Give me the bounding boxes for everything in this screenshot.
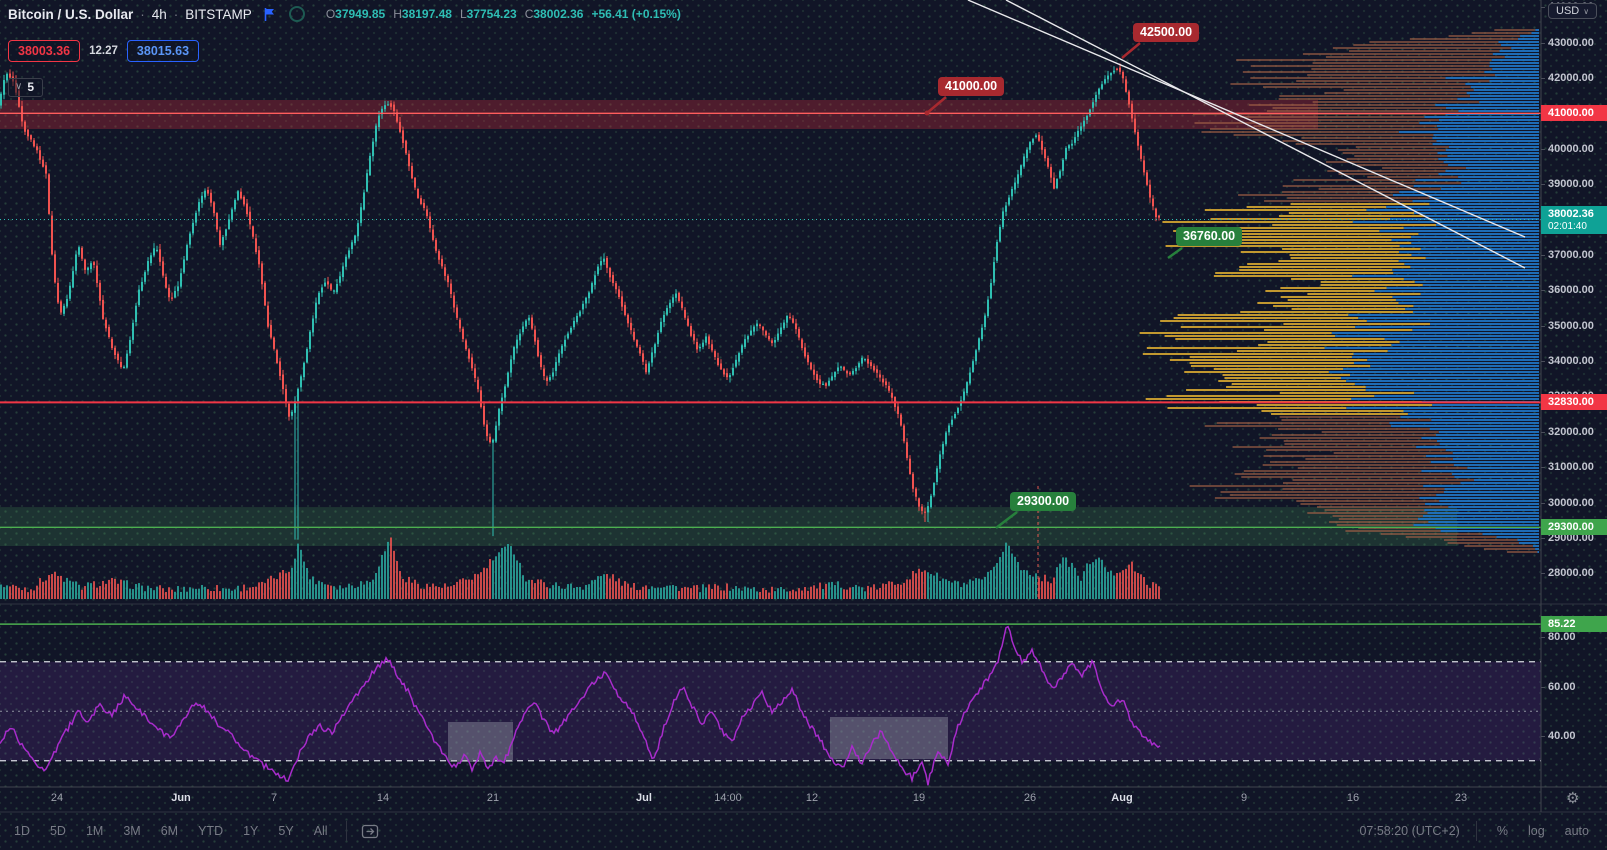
price-axis-label: 43000.00 [1541, 37, 1607, 49]
flag-icon[interactable] [263, 7, 276, 22]
price-axis-label: 30000.00 [1541, 497, 1607, 509]
gear-icon[interactable]: ⚙ [1566, 790, 1580, 807]
price-axis-label: 60.00 [1541, 681, 1607, 693]
indicators-count: 5 [27, 79, 35, 94]
high-label: H [393, 7, 402, 21]
price-axis-highlight-label: 32830.00 [1541, 394, 1607, 410]
price-axis-highlight-label: 29300.00 [1541, 519, 1607, 535]
price-axis-label: 39000.00 [1541, 178, 1607, 190]
time-axis-label: 7 [270, 792, 278, 804]
scale-button-log[interactable]: log [1527, 824, 1545, 838]
price-axis-label: 29000.00 [1541, 532, 1607, 544]
price-callout-42500.00[interactable]: 42500.00 [1133, 23, 1200, 42]
sell-button[interactable]: 38003.36 [8, 40, 81, 62]
time-axis-label: 24 [50, 792, 64, 804]
server-clock[interactable]: 07:58:20 (UTC+2) [1359, 824, 1460, 838]
chevron-down-icon: ∨ [1583, 6, 1590, 16]
price-axis-label: 40.00 [1541, 730, 1607, 742]
quote-panel: 38003.36 12.27 38015.63 [8, 40, 200, 62]
legend-separator: · [140, 6, 145, 22]
range-button-3m[interactable]: 3M [123, 824, 141, 838]
open-value: 37949.85 [335, 7, 386, 21]
red-zone[interactable] [0, 99, 1318, 130]
low-value: 37754.23 [466, 7, 517, 21]
range-button-ytd[interactable]: YTD [198, 824, 224, 838]
range-button-1m[interactable]: 1M [85, 824, 104, 838]
range-button-1d[interactable]: 1D [14, 824, 30, 838]
spread-value: 12.27 [89, 45, 118, 57]
price-axis-label: 80.00 [1541, 631, 1607, 643]
price-callout-36760.00[interactable]: 36760.00 [1176, 227, 1243, 246]
time-axis-label: 23 [1454, 792, 1468, 804]
symbol-legend[interactable]: Bitcoin / U.S. Dollar · 4h · BITSTAMP O3… [8, 6, 681, 22]
toolbar-divider [1475, 821, 1477, 841]
exchange-label: BITSTAMP [185, 6, 252, 22]
close-label: C [524, 7, 534, 21]
symbol-title[interactable]: Bitcoin / U.S. Dollar [8, 6, 134, 22]
range-button-all[interactable]: All [313, 824, 328, 838]
time-axis-label: Aug [1111, 792, 1133, 804]
change-value: +56.41 (+0.15%) [591, 7, 681, 21]
rsi-highlight-box[interactable] [830, 717, 948, 759]
price-axis-label: 36000.00 [1541, 284, 1607, 296]
indicators-collapse-button[interactable]: ∨ 5 [8, 77, 44, 97]
currency-toggle-button[interactable]: USD ∨ [1548, 3, 1598, 19]
time-axis-label: 9 [1240, 792, 1248, 804]
buy-button[interactable]: 38015.63 [126, 40, 200, 62]
price-axis-label: 35000.00 [1541, 320, 1607, 332]
range-button-5d[interactable]: 5D [49, 824, 66, 838]
toolbar-divider [345, 821, 347, 841]
time-axis-label: 12 [805, 792, 819, 804]
time-axis-label: 14:00 [714, 792, 742, 804]
range-button-5y[interactable]: 5Y [278, 824, 294, 838]
chevron-down-icon: ∨ [15, 81, 23, 92]
scale-button-%[interactable]: % [1496, 824, 1508, 838]
high-value: 38197.48 [401, 7, 452, 21]
price-callout-29300.00[interactable]: 29300.00 [1010, 492, 1077, 511]
bottom-toolbar: 1D 5D 1M 3M 6M YTD 1Y 5Y All 07:58:20 (UTC+2) % l… [0, 812, 1607, 850]
trendline-2[interactable] [1005, 0, 1526, 269]
time-axis-label: 26 [1023, 792, 1037, 804]
scale-button-auto[interactable]: auto [1564, 824, 1589, 838]
time-axis-label: 14 [376, 792, 390, 804]
time-axis-label: 16 [1346, 792, 1360, 804]
green-zone[interactable] [0, 507, 1457, 547]
trendline-1[interactable] [967, 0, 1526, 238]
price-axis-highlight-label: 85.22 [1541, 616, 1607, 632]
close-value: 38002.36 [533, 7, 584, 21]
price-axis-highlight-label: 41000.00 [1541, 105, 1607, 121]
ohlc-readout: O37949.85 H38197.48 L37754.23 C38002.36 … [326, 7, 681, 21]
scale-buttons: % log auto [1489, 821, 1597, 841]
price-axis-highlight-label: 38002.36 02:01:40 [1541, 206, 1607, 234]
price-axis-label: 42000.00 [1541, 72, 1607, 84]
range-button-6m[interactable]: 6M [160, 824, 179, 838]
range-button-1y[interactable]: 1Y [243, 824, 259, 838]
price-axis-label: 32000.00 [1541, 426, 1607, 438]
time-axis-label: 19 [912, 792, 926, 804]
price-axis-label: 37000.00 [1541, 249, 1607, 261]
low-label: L [459, 7, 467, 21]
go-to-date-icon[interactable] [361, 823, 380, 840]
time-axis-label: Jul [636, 792, 652, 804]
price-axis-label: 28000.00 [1541, 567, 1607, 579]
interval-label[interactable]: 4h [151, 6, 167, 22]
legend-separator: · [173, 6, 179, 22]
price-axis-label: 31000.00 [1541, 461, 1607, 473]
time-axis[interactable]: ⚙ 24 Jun 7 14 21 Jul 14:00 12 19 26 Aug 9 16 23 [0, 787, 1607, 812]
currency-label: USD [1556, 5, 1580, 17]
rsi-highlight-box[interactable] [448, 722, 513, 762]
price-axis-label: 40000.00 [1541, 143, 1607, 155]
price-axis[interactable]: USD ∨ 44000.0043000.0042000.0040000.0039… [1541, 0, 1607, 812]
price-callout-41000.00[interactable]: 41000.00 [938, 77, 1005, 96]
time-axis-label: Jun [171, 792, 191, 804]
market-status-icon[interactable] [288, 6, 305, 22]
rsi-line[interactable] [0, 625, 1161, 786]
price-axis-label: 34000.00 [1541, 355, 1607, 367]
open-label: O [325, 7, 336, 21]
date-range-buttons: 1D 5D 1M 3M 6M YTD 1Y 5Y All [0, 821, 380, 841]
time-axis-label: 21 [486, 792, 500, 804]
